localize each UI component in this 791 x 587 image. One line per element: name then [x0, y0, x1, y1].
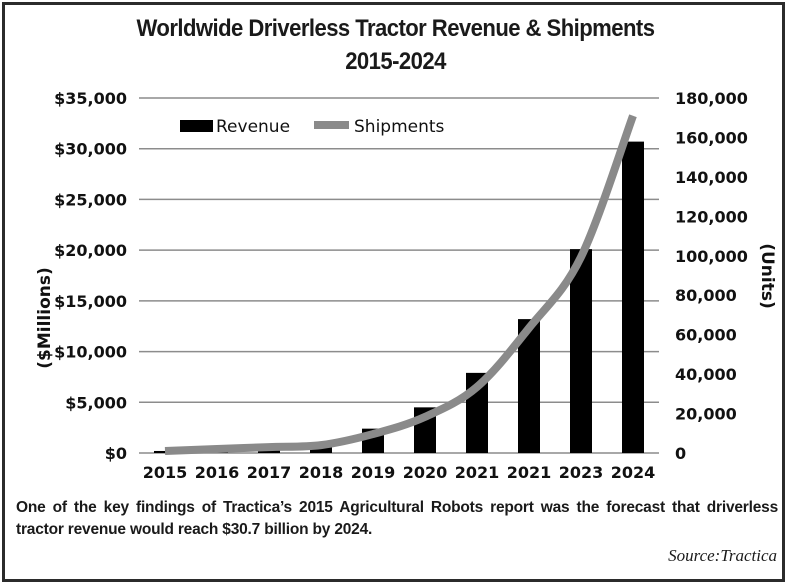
x-tick-label: 2021 [455, 463, 500, 482]
right-tick-label: 0 [675, 444, 686, 463]
right-tick-label: 120,000 [675, 207, 748, 226]
revenue-bar [622, 141, 644, 453]
right-tick-label: 140,000 [675, 168, 748, 187]
left-tick-label: $0 [105, 444, 127, 463]
right-tick-label: 20,000 [675, 405, 737, 424]
right-tick-label: 100,000 [675, 247, 748, 266]
right-tick-label: 180,000 [675, 89, 748, 108]
right-axis-ticks: 0 20,000 40,000 60,000 80,000 100,000 120,000 1… [675, 89, 748, 463]
chart-title-line1: Worldwide Driverless Tractor Revenue & S… [136, 15, 655, 42]
source-credit: Source:Tractica [668, 546, 777, 565]
right-tick-label: 40,000 [675, 365, 737, 384]
shipments-line-group [164, 114, 637, 456]
x-tick-label: 2015 [143, 463, 188, 482]
revenue-bar [154, 450, 176, 453]
left-tick-label: $15,000 [54, 292, 127, 311]
left-axis-label: ($Millions) [35, 267, 55, 369]
right-axis-label: (Units) [757, 243, 777, 309]
revenue-bar [570, 249, 592, 453]
legend: Revenue Shipments [180, 117, 445, 137]
right-tick-label: 160,000 [675, 128, 748, 147]
left-tick-label: $25,000 [54, 190, 127, 209]
legend-swatch-shipments [314, 121, 349, 129]
x-tick-label: 2017 [247, 463, 292, 482]
left-tick-label: $30,000 [54, 140, 127, 159]
x-tick-label: 2019 [351, 463, 396, 482]
x-tick-label: 2018 [299, 463, 344, 482]
left-tick-label: $5,000 [65, 393, 127, 412]
right-tick-label: 80,000 [675, 286, 737, 305]
x-tick-label: 2021 [507, 463, 552, 482]
legend-swatch-revenue [180, 120, 213, 132]
legend-label-shipments: Shipments [354, 117, 445, 137]
x-tick-label: 2023 [559, 463, 604, 482]
left-tick-label: $35,000 [54, 89, 127, 108]
x-tick-label: 2016 [195, 463, 240, 482]
x-tick-label: 2024 [611, 463, 656, 482]
left-tick-label: $10,000 [54, 343, 127, 362]
chart-title-line2: 2015-2024 [345, 48, 446, 75]
right-tick-label: 60,000 [675, 326, 737, 345]
x-tick-label: 2020 [403, 463, 448, 482]
x-axis-ticks: 2015 2016 2017 2018 2019 2020 2021 2021 2023 2024 [143, 463, 656, 482]
chart-caption: One of the key findings of Tractica’s 20… [16, 499, 778, 538]
chart-title: Worldwide Driverless Tractor Revenue & S… [32, 12, 760, 78]
shipments-line [164, 114, 637, 456]
left-tick-label: $20,000 [54, 241, 127, 260]
legend-label-revenue: Revenue [216, 117, 290, 137]
revenue-bars [154, 141, 644, 453]
revenue-bar [518, 319, 540, 453]
left-axis-ticks: $0 $5,000 $10,000 $15,000 $20,000 $25,000 $30,… [54, 89, 127, 463]
